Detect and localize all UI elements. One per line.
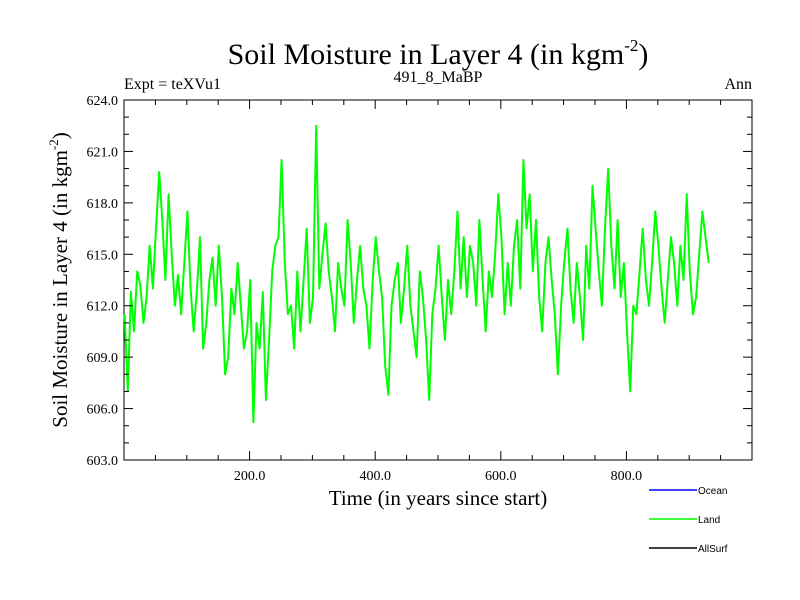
y-axis-label-superscript: -2 [46, 139, 61, 150]
chart-title: Soil Moisture in Layer 4 (in kgm-2) [228, 36, 649, 71]
series-group [123, 124, 710, 424]
x-tick-label: 400.0 [359, 469, 391, 484]
y-tick-label: 621.0 [87, 145, 119, 160]
y-tick-label: 609.0 [87, 351, 119, 366]
chart-title-main: Soil Moisture in Layer 4 (in kgm [228, 38, 625, 71]
subtitle-right: Ann [724, 76, 752, 93]
chart-title-close: ) [638, 38, 648, 71]
x-tick-label: 200.0 [234, 469, 266, 484]
series-line-land [123, 124, 710, 424]
y-tick-label: 606.0 [87, 403, 119, 418]
legend-label-land: Land [698, 515, 720, 526]
legend-label-allsurf: AllSurf [698, 544, 728, 555]
subtitle-center: 491_8_MaBP [394, 69, 483, 86]
x-axis-label: Time (in years since start) [329, 486, 548, 510]
x-tick-label: 800.0 [611, 469, 643, 484]
chart-title-superscript: -2 [624, 36, 638, 55]
y-axis-label-close: ) [48, 132, 72, 139]
y-tick-label: 612.0 [87, 300, 119, 315]
plot-area [123, 99, 753, 461]
y-tick-label: 603.0 [87, 454, 119, 469]
y-axis-label-main: Soil Moisture in Layer 4 (in kgm [48, 150, 72, 428]
x-axis: 200.0 400.0 600.0 800.0 [154, 100, 722, 484]
y-tick-label: 615.0 [87, 248, 119, 263]
legend-label-ocean: Ocean [698, 486, 727, 497]
y-axis-label: Soil Moisture in Layer 4 (in kgm-2) [46, 132, 72, 427]
x-tick-label: 600.0 [485, 469, 517, 484]
legend: Ocean Land AllSurf [649, 486, 728, 555]
subtitle-left: Expt = teXVu1 [124, 76, 221, 93]
y-tick-label: 624.0 [87, 94, 119, 109]
y-tick-label: 618.0 [87, 197, 119, 212]
y-axis: 603.0 606.0 609.0 612.0 615.0 618.0 621.0 624.0 [87, 94, 752, 469]
